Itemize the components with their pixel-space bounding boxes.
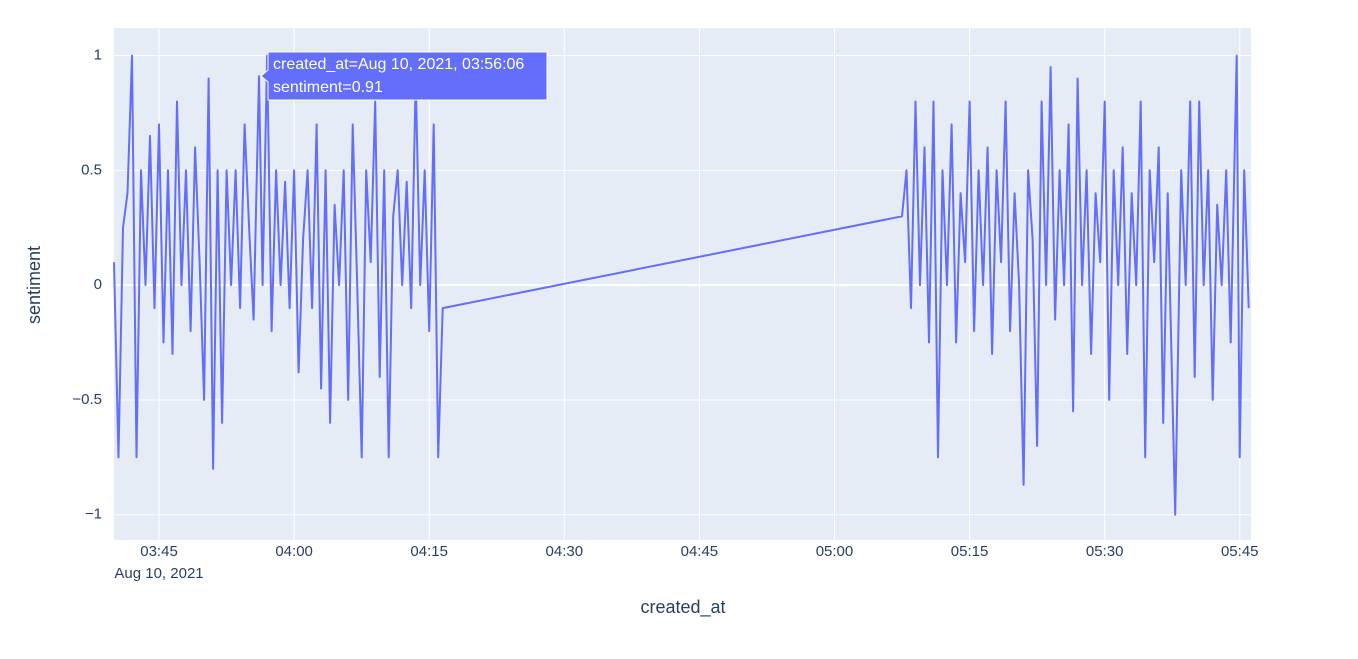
y-tick-label: 0.5 <box>81 161 102 178</box>
tooltip-line: created_at=Aug 10, 2021, 03:56:06 <box>273 56 524 73</box>
tooltip-box <box>260 51 548 101</box>
x-tick-label: 04:15 <box>410 543 448 560</box>
x-axis-title: created_at <box>640 597 725 618</box>
tooltip-line: sentiment=0.91 <box>273 79 383 96</box>
y-tick-label: 0 <box>94 276 102 293</box>
tooltip[interactable]: created_at=Aug 10, 2021, 03:56:06 sentim… <box>260 51 548 101</box>
x-tick-label: 03:45 <box>140 543 178 560</box>
x-tick-label: 05:00 <box>816 543 854 560</box>
marks <box>113 54 1250 516</box>
y-axis-title: sentiment <box>24 246 44 324</box>
y-tick-label: −1 <box>85 506 102 523</box>
x-tick-label: 05:45 <box>1221 543 1259 560</box>
x-tick-label: 05:15 <box>951 543 989 560</box>
x-tick-label: 04:00 <box>275 543 313 560</box>
x-tick-label: 04:45 <box>681 543 719 560</box>
x-tick-label: 05:30 <box>1086 543 1124 560</box>
line <box>113 54 1250 516</box>
y-tick-label: 1 <box>94 47 102 64</box>
plot-area <box>114 28 1251 540</box>
x-date-label: Aug 10, 2021 <box>114 565 203 582</box>
y-tick-label: −0.5 <box>72 391 102 408</box>
x-tick-label: 04:30 <box>546 543 584 560</box>
